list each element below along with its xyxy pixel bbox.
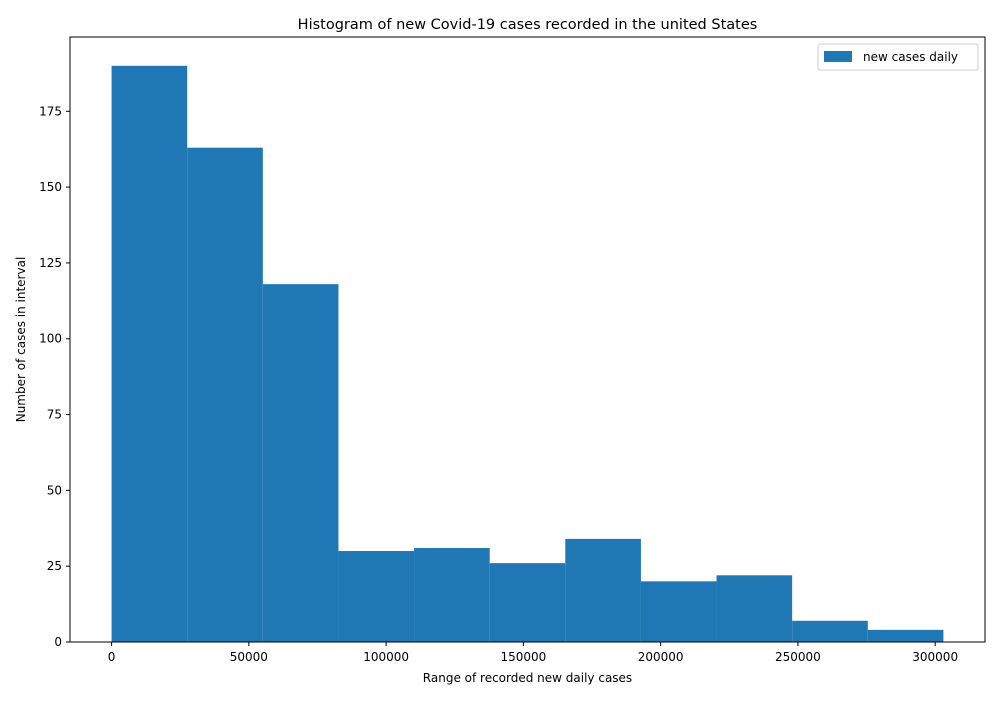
y-tick-label-1: 25 [47, 559, 62, 573]
histogram-bar-7 [640, 581, 717, 642]
bars-layer [111, 65, 944, 643]
histogram-bar-4 [414, 547, 490, 642]
legend-box [817, 43, 979, 71]
histogram-bar-8 [716, 575, 793, 642]
x-axis-label: Range of recorded new daily cases [423, 671, 632, 685]
histogram-bar-9 [792, 620, 868, 642]
histogram-bar-3 [338, 551, 415, 642]
histogram-bar-6 [565, 538, 641, 642]
y-tick-label-3: 75 [47, 408, 62, 422]
histogram-bar-2 [262, 284, 339, 642]
histogram-bar-1 [187, 147, 263, 643]
y-axis: 0 25 50 75 100 125 150 175 [39, 104, 70, 649]
legend-label: new cases daily [863, 50, 958, 64]
y-tick-label-7: 175 [39, 104, 62, 118]
x-tick-label-2: 100000 [363, 650, 409, 664]
histogram-bar-10 [867, 629, 944, 642]
y-tick-label-5: 125 [39, 256, 62, 270]
y-tick-label-6: 150 [39, 180, 62, 194]
x-tick-label-0: 0 [108, 650, 116, 664]
plot-frame [69, 36, 986, 643]
histogram-bar-0 [111, 65, 188, 643]
x-tick-label-4: 200000 [638, 650, 684, 664]
y-axis-label: Number of cases in interval [14, 257, 28, 423]
y-tick-label-4: 100 [39, 332, 62, 346]
x-axis: 0 50000 100000 150000 200000 250000 300000 [108, 642, 958, 664]
histogram-bar-5 [489, 563, 566, 642]
chart-title: Histogram of new Covid-19 cases recorded… [298, 17, 758, 33]
x-tick-label-5: 250000 [775, 650, 821, 664]
x-tick-label-6: 300000 [912, 650, 958, 664]
legend: new cases daily [817, 43, 979, 71]
x-tick-label-3: 150000 [500, 650, 546, 664]
legend-swatch [824, 51, 852, 62]
y-tick-label-2: 50 [47, 483, 62, 497]
x-tick-label-1: 50000 [230, 650, 268, 664]
y-tick-label-0: 0 [54, 635, 62, 649]
